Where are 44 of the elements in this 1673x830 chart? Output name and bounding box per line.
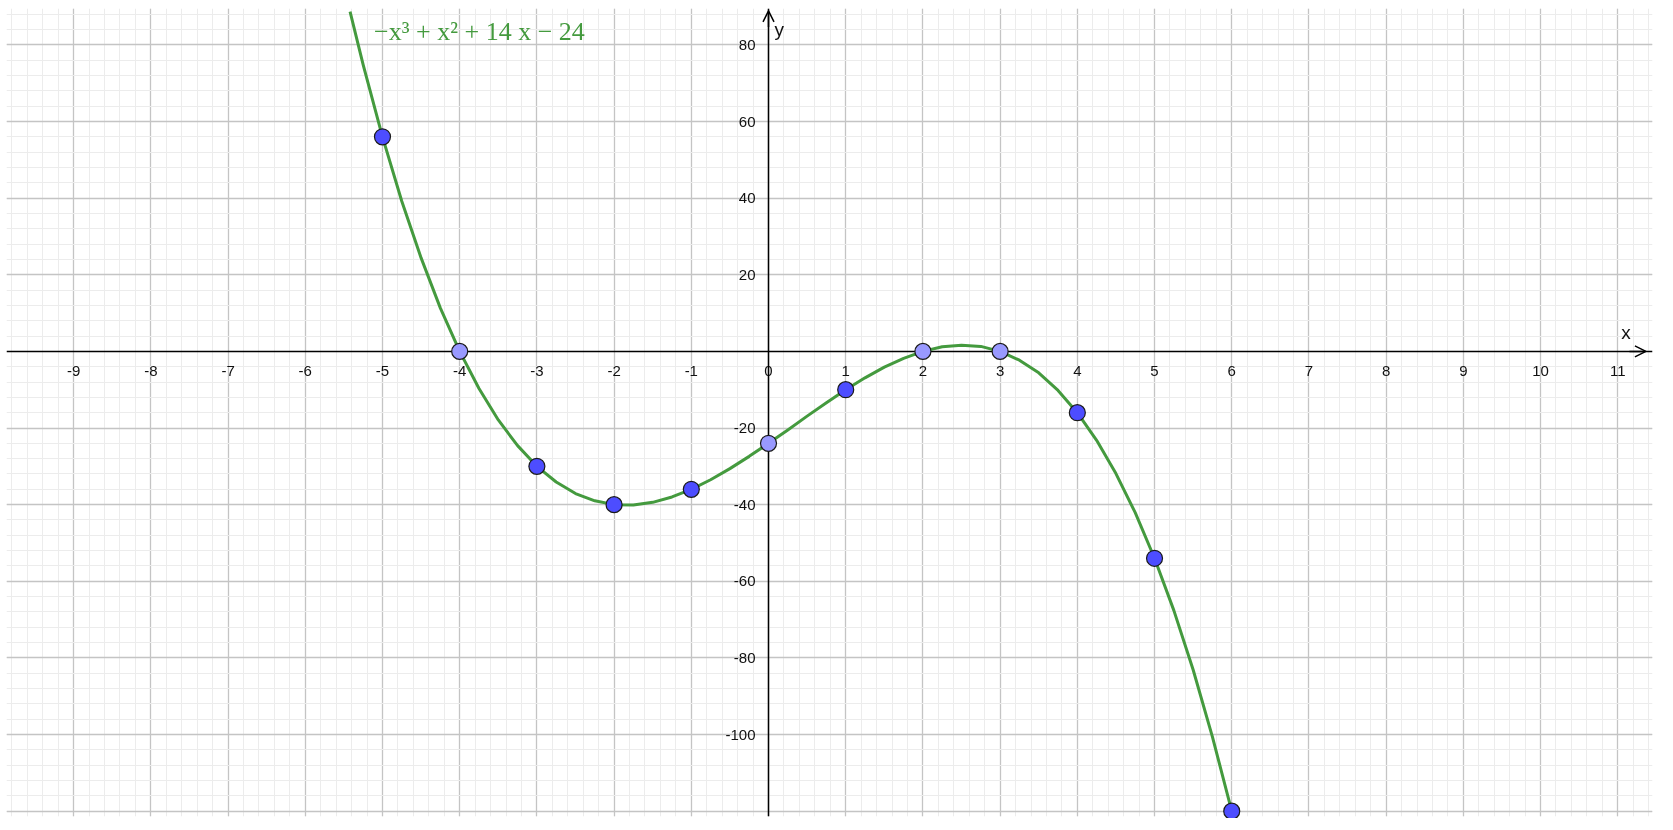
x-tick-label: -4 (453, 362, 467, 380)
x-tick-label: -8 (144, 362, 158, 380)
x-tick-label: -3 (530, 362, 544, 380)
y-tick-label: -20 (733, 419, 756, 437)
x-tick-label: 5 (1150, 362, 1159, 380)
x-tick-label: 8 (1381, 362, 1391, 380)
point (682, 480, 700, 498)
x-tick-label: 11 (1609, 362, 1626, 380)
x-tick-label: 4 (1073, 362, 1082, 380)
x-tick-label: -9 (67, 362, 81, 380)
x-tick-label: -2 (607, 362, 621, 380)
x-axis-title: x (1621, 322, 1632, 344)
y-tick-label: -60 (733, 572, 756, 590)
y-tick-label: 80 (738, 35, 756, 53)
x-tick-label: 3 (995, 362, 1005, 380)
point (605, 496, 623, 514)
point (837, 381, 855, 399)
y-tick-label: 60 (738, 112, 756, 130)
y-tick-label: -80 (733, 648, 756, 666)
point (528, 457, 546, 475)
y-tick-label: 20 (738, 265, 756, 283)
x-tick-label: -6 (298, 362, 312, 380)
point (1223, 802, 1241, 818)
point (373, 128, 392, 146)
x-tick-label: -5 (375, 362, 390, 380)
point (1068, 404, 1086, 422)
x-tick-label: 9 (1459, 362, 1468, 380)
point (1145, 549, 1164, 567)
point (991, 342, 1009, 360)
x-tick-label: 1 (841, 362, 850, 380)
x-tick-label: 10 (1532, 362, 1549, 380)
y-tick-label: -40 (733, 495, 756, 513)
x-tick-label: -7 (221, 362, 235, 380)
x-tick-label: -1 (684, 362, 698, 380)
point (451, 342, 469, 360)
x-tick-label: 6 (1227, 362, 1236, 380)
point (759, 434, 778, 452)
y-axis-title: y (774, 18, 785, 40)
y-tick-label: -100 (725, 725, 756, 743)
x-tick-label: 2 (918, 362, 928, 380)
point (914, 342, 932, 360)
series-label: −x³ + x² + 14 x − 24 (374, 17, 585, 47)
x-tick-label: 7 (1304, 362, 1314, 380)
y-tick-label: 40 (738, 189, 756, 207)
